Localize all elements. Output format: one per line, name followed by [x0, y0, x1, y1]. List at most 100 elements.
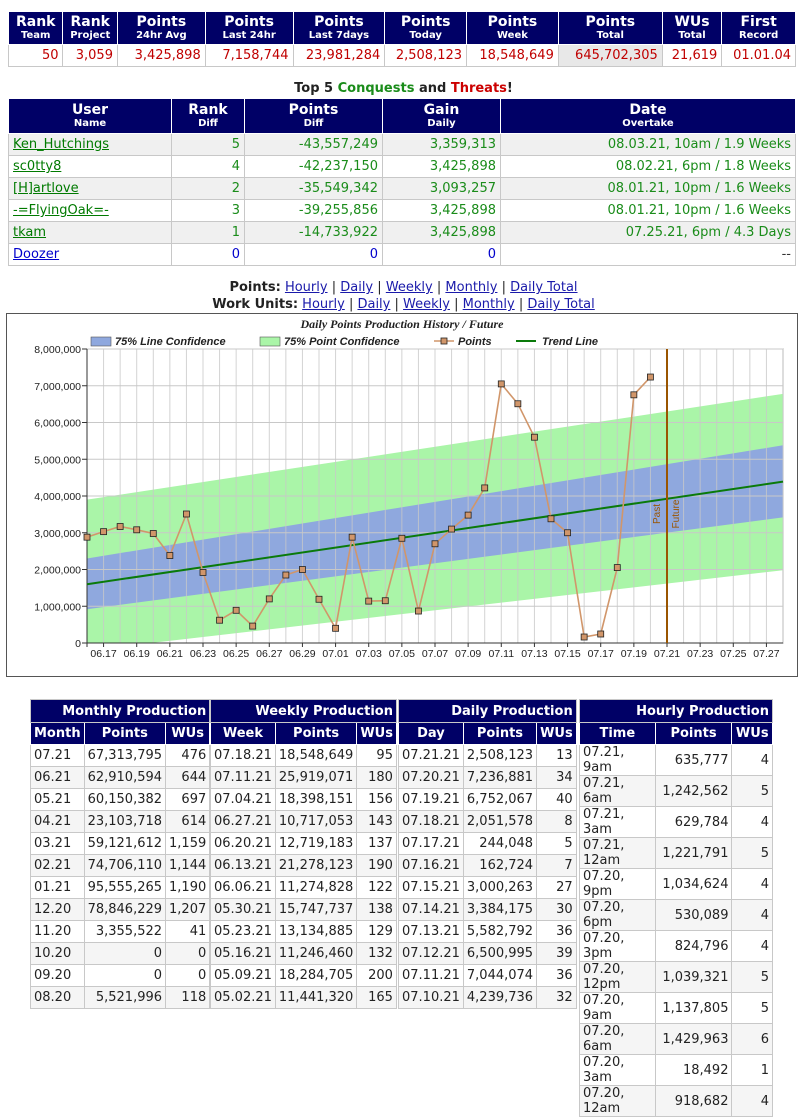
user-link[interactable]: [H]artlove: [13, 181, 79, 196]
monthly-period-cell: 05.21: [30, 788, 85, 811]
summary-col-header: Points Last 7days: [292, 11, 386, 45]
points-daily-total-link[interactable]: Daily Total: [510, 280, 578, 295]
daily-period-cell: 07.15.21: [398, 876, 464, 899]
weekly-period-cell: 06.13.21: [210, 854, 276, 877]
table-row: -=FlyingOak=- 3 -39,255,856 3,425,898 08…: [8, 199, 796, 222]
user-link[interactable]: Ken_Hutchings: [13, 137, 109, 152]
points-today-value: 2,508,123: [384, 44, 468, 67]
wu-daily-link[interactable]: Daily: [357, 297, 391, 312]
user-link[interactable]: -=FlyingOak=-: [13, 203, 109, 218]
data-point: [133, 526, 141, 534]
table-row: 07.21, 9am 635,777 4: [579, 744, 773, 776]
monthly-wus-cell: 1,159: [165, 832, 211, 855]
points-daily-link[interactable]: Daily: [340, 280, 374, 295]
hourly-wus-cell: 5: [731, 961, 773, 993]
daily-period-cell: 07.17.21: [398, 832, 464, 855]
y-tick-label: 7,000,000: [34, 381, 81, 393]
hourly-points-cell: 530,089: [654, 899, 733, 931]
monthly-points-cell: 74,706,110: [83, 854, 167, 877]
weekly-period-cell: 07.11.21: [210, 766, 276, 789]
daily-points-cell: 244,048: [462, 832, 538, 855]
table-row: 07.18.21 2,051,578 8: [398, 810, 577, 833]
points-diff-cell: -39,255,856: [244, 199, 383, 222]
points-diff-cell: -42,237,150: [244, 155, 383, 178]
hourly-col-header: WUs: [731, 722, 773, 745]
user-link[interactable]: Doozer: [13, 247, 60, 262]
link-separator: |: [436, 280, 442, 295]
daily-wus-cell: 32: [536, 986, 577, 1009]
hourly-period-cell: 07.20, 6pm: [579, 899, 656, 931]
points-monthly-link[interactable]: Monthly: [445, 280, 498, 295]
daily-points-cell: 4,239,736: [462, 986, 538, 1009]
data-point: [647, 373, 654, 381]
daily-wus-cell: 27: [536, 876, 577, 899]
hourly-wus-cell: 4: [731, 1085, 773, 1117]
data-point: [166, 552, 174, 559]
table-row: 05.23.21 13,134,885 129: [210, 920, 397, 943]
points-hourly-link[interactable]: Hourly: [284, 280, 328, 295]
daily-points-cell: 6,500,995: [462, 942, 538, 965]
weekly-period-cell: 05.02.21: [210, 986, 276, 1009]
points-weekly-link[interactable]: Weekly: [385, 280, 433, 295]
monthly-period-cell: 01.21: [30, 876, 85, 899]
table-row: 05.09.21 18,284,705 200: [210, 964, 397, 987]
wu-weekly-link[interactable]: Weekly: [403, 297, 450, 312]
monthly-points-cell: 78,846,229: [83, 898, 167, 921]
hourly-points-cell: 1,039,321: [654, 961, 733, 993]
daily-wus-cell: 36: [536, 964, 577, 987]
y-tick-label: 4,000,000: [34, 491, 81, 503]
past-label: Past: [652, 504, 663, 524]
conquests-col-header: Date Overtake: [500, 98, 796, 134]
x-tick-label: 06.29: [289, 648, 315, 660]
weekly-period-cell: 07.04.21: [210, 788, 276, 811]
data-point: [398, 534, 406, 542]
daily-points-cell: 6,752,067: [462, 788, 538, 811]
monthly-points-cell: 67,313,795: [83, 744, 167, 767]
x-tick-label: 07.13: [521, 648, 547, 660]
table-row: 07.15.21 3,000,263 27: [398, 876, 577, 899]
summary-values-row: 50 3,059 3,425,898 7,158,744 23,981,284 …: [7, 44, 796, 67]
monthly-header-row: Month Points WUs: [30, 722, 211, 745]
table-row: 09.20 0 0: [30, 964, 211, 987]
weekly-points-cell: 11,246,460: [274, 942, 358, 965]
wu-monthly-link[interactable]: Monthly: [462, 297, 515, 312]
hourly-period-cell: 07.20, 9am: [579, 992, 656, 1024]
data-point: [265, 595, 273, 603]
user-link[interactable]: sc0tty8: [13, 159, 62, 174]
hourly-wus-cell: 5: [731, 775, 773, 807]
user-link[interactable]: tkam: [13, 225, 47, 240]
hourly-wus-cell: 1: [731, 1054, 773, 1086]
data-point: [282, 571, 290, 579]
wu-daily-total-link[interactable]: Daily Total: [527, 297, 595, 312]
data-point: [431, 540, 439, 548]
monthly-wus-cell: 1,144: [165, 854, 211, 877]
daily-points-cell: 7,044,074: [462, 964, 538, 987]
weekly-wus-cell: 137: [356, 832, 397, 855]
data-point: [497, 380, 505, 388]
monthly-production-table: Monthly Production Month Points WUs 07.21 67,…: [29, 699, 211, 1009]
weekly-period-cell: 05.09.21: [210, 964, 276, 987]
data-point: [564, 529, 571, 537]
overtake-date-cell: 07.25.21, 6pm / 4.3 Days: [500, 221, 796, 244]
data-point: [232, 606, 240, 614]
x-tick-label: 07.07: [422, 648, 448, 660]
hourly-period-cell: 07.20, 12am: [579, 1085, 656, 1117]
summary-col-header: Points 24hr Avg: [116, 11, 206, 45]
hourly-period-cell: 07.20, 3pm: [579, 930, 656, 962]
hourly-wus-cell: 5: [731, 992, 773, 1024]
monthly-period-cell: 06.21: [30, 766, 85, 789]
hourly-points-cell: 1,221,791: [654, 837, 733, 869]
overtake-date-cell: 08.01.21, 10pm / 1.6 Weeks: [500, 177, 796, 200]
hourly-points-cell: 824,796: [654, 930, 733, 962]
monthly-wus-cell: 644: [165, 766, 211, 789]
daily-points-chart: 0 1,000,000 2,000,000 3,000,000 4,000,000 5,0…: [6, 313, 798, 677]
monthly-period-cell: 03.21: [30, 832, 85, 855]
table-row: 05.16.21 11,246,460 132: [210, 942, 397, 965]
hourly-points-cell: 635,777: [654, 744, 733, 776]
team-rank-value: 50: [7, 44, 64, 67]
daily-period-cell: 07.20.21: [398, 766, 464, 789]
rank-diff-cell: 4: [171, 155, 245, 178]
weekly-period-cell: 05.23.21: [210, 920, 276, 943]
hourly-wus-cell: 4: [731, 744, 773, 776]
wu-hourly-link[interactable]: Hourly: [302, 297, 345, 312]
